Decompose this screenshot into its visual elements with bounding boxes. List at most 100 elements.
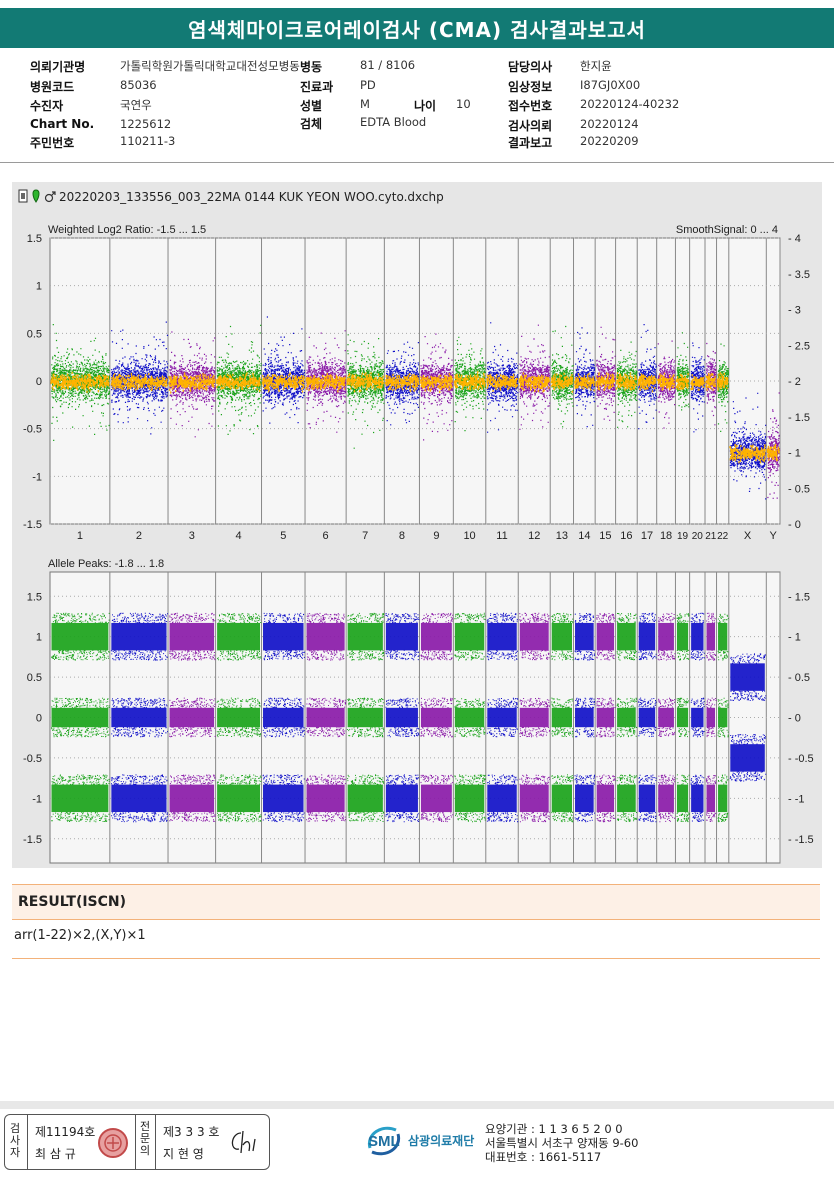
field-value: 국연우 xyxy=(120,98,152,112)
result-heading: RESULT(ISCN) xyxy=(12,884,820,920)
field-label: 결과보고 xyxy=(508,136,553,150)
allele-scatter xyxy=(616,774,638,822)
allele-series-6 xyxy=(306,612,346,823)
allele-scatter xyxy=(730,653,767,701)
field-value: 가톨릭학원가톨릭대학교대전성모병동 xyxy=(120,59,300,73)
allele-peak-band xyxy=(487,622,517,651)
y-tick-label: -1 xyxy=(32,793,42,805)
allele-peak-band xyxy=(385,622,418,651)
allele-peak-band xyxy=(454,784,485,813)
allele-peak-band xyxy=(169,622,215,651)
allele-scatter xyxy=(385,613,420,661)
allele-scatter xyxy=(217,612,262,661)
field-label: 의뢰기관명 xyxy=(30,60,86,74)
allele-scatter xyxy=(616,697,638,738)
allele-scatter xyxy=(51,612,110,661)
field-label: 병원코드 xyxy=(30,80,75,94)
cma-charts: Weighted Log2 Ratio: -1.5 ... 1.5 SmoothS… xyxy=(23,224,814,864)
x-tick-label: 6 xyxy=(323,530,329,542)
smooth-signal xyxy=(637,373,657,393)
allele-peak-band xyxy=(385,784,418,813)
allele-scatter xyxy=(110,774,168,823)
smooth-signal xyxy=(384,373,420,393)
allele-series-X xyxy=(729,653,767,782)
x-tick-label: 20 xyxy=(692,531,704,542)
allele-scatter xyxy=(676,613,690,661)
file-row: 20220203_133556_003_22MA 0144 KUK YEON W… xyxy=(18,188,444,206)
smooth-signal xyxy=(346,372,384,393)
allele-scatter xyxy=(706,697,717,738)
chromosome-series-5 xyxy=(261,316,306,424)
allele-peak-band xyxy=(617,784,636,813)
logo-text: SML xyxy=(368,1133,400,1150)
chromosome-series-13 xyxy=(550,325,574,428)
allele-scatter xyxy=(717,697,729,738)
allele-scatter xyxy=(420,612,454,661)
allele-scatter xyxy=(551,697,574,738)
allele-scatter xyxy=(486,697,519,738)
y-tick-label-right: - 0.5 xyxy=(788,672,810,684)
y-tick-label-right: - -1 xyxy=(788,793,805,805)
allele-peak-band xyxy=(217,622,261,651)
y-tick-label-right: - 0 xyxy=(788,713,801,725)
allele-scatter xyxy=(638,697,657,737)
chromosome-series-7 xyxy=(346,334,385,449)
smooth-signal xyxy=(716,372,729,391)
y-tick-label: 0.5 xyxy=(27,672,42,684)
x-tick-label: 18 xyxy=(660,530,672,542)
allele-peak-band xyxy=(263,784,304,813)
field-value: 한지윤 xyxy=(580,59,612,73)
smooth-signal xyxy=(419,373,453,393)
allele-scatter xyxy=(717,774,729,823)
field-label: 나이 xyxy=(414,99,437,113)
allele-scatter xyxy=(420,774,454,823)
field-value: 1225612 xyxy=(120,117,172,131)
org-name: 삼광의료재단 xyxy=(408,1133,475,1148)
allele-scatter xyxy=(454,612,486,661)
allele-peak-band xyxy=(420,622,452,651)
x-tick-label: 3 xyxy=(189,530,195,542)
x-tick-label: 2 xyxy=(136,530,142,542)
field-value: 85036 xyxy=(120,78,157,92)
y-tick-label: -1 xyxy=(32,471,42,483)
field-value: M xyxy=(360,97,370,111)
chromosome-series-6 xyxy=(305,330,347,433)
allele-series-8 xyxy=(385,613,420,823)
sml-logo-icon: SML xyxy=(367,1126,401,1156)
smooth-signal xyxy=(675,373,689,391)
allele-scatter xyxy=(385,774,420,823)
result-iscn: arr(1-22)×2,(X,Y)×1 xyxy=(14,928,146,943)
allele-series-13 xyxy=(551,612,574,823)
allele-peak-band xyxy=(487,784,517,813)
allele-peak-band xyxy=(385,707,418,728)
allele-peak-band xyxy=(347,622,383,651)
axis-left-label: Allele Peaks: -1.8 ... 1.8 xyxy=(48,558,164,570)
x-tick-label: 1 xyxy=(77,530,83,542)
allele-peak-band xyxy=(111,622,167,651)
x-tick-label: 17 xyxy=(641,530,653,542)
x-tick-label: 5 xyxy=(280,530,286,542)
allele-peak-band xyxy=(551,622,573,651)
allele-peak-band xyxy=(691,622,704,651)
y-tick-label-right: - 1.5 xyxy=(788,591,810,603)
log2-ratio-plot: Weighted Log2 Ratio: -1.5 ... 1.5 SmoothS… xyxy=(23,224,810,542)
allele-series-15 xyxy=(596,613,616,823)
divider xyxy=(135,1115,136,1169)
x-tick-label: 15 xyxy=(599,530,611,542)
allele-series-16 xyxy=(616,613,638,822)
allele-scatter xyxy=(347,697,385,738)
allele-peak-band xyxy=(169,707,215,728)
field-value: I87GJ0X00 xyxy=(580,78,641,92)
field-label: Chart No. xyxy=(30,117,95,131)
y-tick-label: -1.5 xyxy=(23,834,42,846)
allele-peak-band xyxy=(111,784,167,813)
allele-peak-band xyxy=(575,707,594,728)
smooth-signal xyxy=(486,373,518,392)
x-tick-label: 16 xyxy=(620,530,632,542)
x-tick-label: 9 xyxy=(433,530,439,542)
field-value: 10 xyxy=(456,97,471,111)
allele-scatter xyxy=(596,697,616,738)
x-tick-label: Y xyxy=(769,530,777,542)
y-tick-label: -0.5 xyxy=(23,753,42,765)
allele-peak-band xyxy=(519,622,549,651)
